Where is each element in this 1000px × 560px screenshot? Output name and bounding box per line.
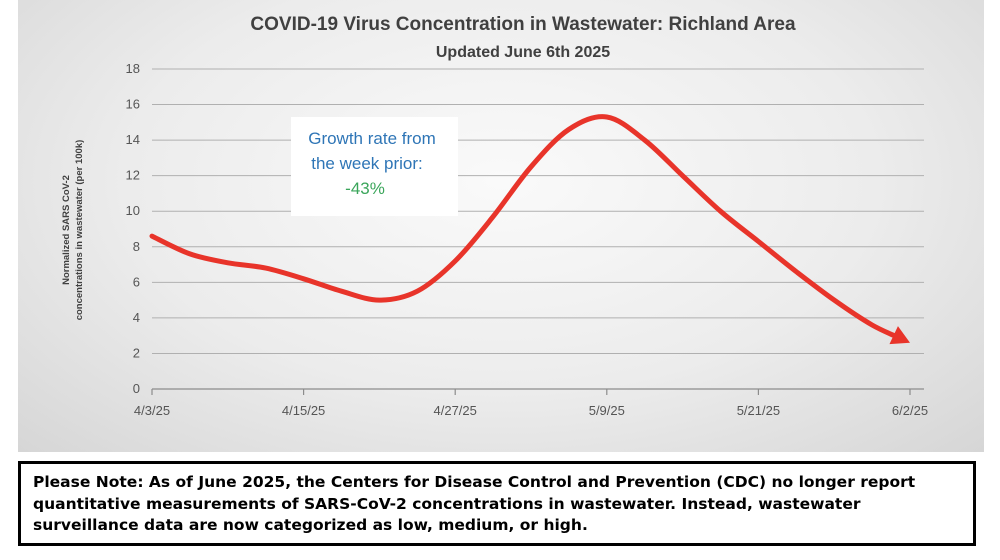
annotation-box (291, 117, 458, 216)
annotation-line-2: the week prior: (311, 154, 423, 173)
data-point-9 (491, 215, 495, 219)
y-tick-label-6: 6 (133, 274, 140, 289)
data-point-16 (756, 239, 760, 243)
series-layer (149, 114, 912, 345)
data-point-12 (605, 115, 609, 119)
data-point-7 (415, 289, 419, 293)
annotation-line-1: Growth rate from (308, 129, 436, 148)
y-tick-label-16: 16 (126, 97, 140, 112)
chart-title: COVID-19 Virus Concentration in Wastewat… (250, 14, 796, 35)
x-tick-label-4: 5/21/25 (737, 403, 780, 418)
data-point-10 (529, 165, 533, 169)
y-tick-label-18: 18 (126, 61, 140, 76)
data-point-2 (226, 261, 230, 265)
data-point-5 (340, 289, 344, 293)
x-tick-label-1: 4/15/25 (282, 403, 325, 418)
y-tick-label-2: 2 (133, 345, 140, 360)
series-arrowhead-0 (889, 326, 910, 345)
wastewater-line-chart: 0 2 4 6 8 10 12 14 16 18 4/3/25 4/15/25 4/27/25 5/9/… (61, 14, 928, 418)
chart-area: 0 2 4 6 8 10 12 14 16 18 4/3/25 4/15/25 4/27/25 5/9/… (18, 0, 984, 452)
x-tick-label-0: 4/3/25 (134, 403, 170, 418)
data-point-1 (188, 252, 192, 256)
cdc-note-box: Please Note: As of June 2025, the Center… (18, 461, 976, 546)
data-point-17 (794, 270, 798, 274)
y-axis-label-line-1: Normalized SARS CoV-2 (61, 175, 72, 285)
y-axis-label-line-2: concentrations in wastewater (per 100k) (74, 140, 85, 321)
cdc-note-text: Please Note: As of June 2025, the Center… (33, 473, 916, 534)
data-point-18 (832, 298, 836, 302)
growth-rate-annotation: Growth rate from the week prior: -43% (291, 117, 458, 216)
y-tick-label-0: 0 (133, 381, 140, 396)
y-axis-label: Normalized SARS CoV-2 concentrations in … (61, 140, 85, 321)
data-point-20 (908, 341, 912, 345)
y-tick-label-12: 12 (126, 168, 140, 183)
annotation-value: -43% (345, 179, 385, 198)
x-axis (151, 388, 924, 395)
data-point-14 (681, 174, 685, 178)
series-line-0 (149, 114, 903, 341)
y-tick-label-14: 14 (126, 132, 140, 147)
data-point-15 (719, 209, 723, 213)
data-point-4 (302, 277, 306, 281)
y-tick-label-8: 8 (133, 239, 140, 254)
x-tick-label-5: 6/2/25 (892, 403, 928, 418)
data-point-0 (150, 234, 154, 238)
y-tick-labels: 0 2 4 6 8 10 12 14 16 18 (126, 61, 140, 396)
gridlines (152, 68, 924, 354)
data-point-19 (870, 323, 874, 327)
data-point-3 (264, 266, 268, 270)
data-point-6 (377, 298, 381, 302)
data-point-11 (567, 127, 571, 131)
data-point-13 (643, 138, 647, 142)
data-point-8 (453, 259, 457, 263)
y-tick-label-4: 4 (133, 310, 140, 325)
chart-subtitle: Updated June 6th 2025 (436, 44, 610, 61)
x-tick-labels: 4/3/25 4/15/25 4/27/25 5/9/25 5/21/25 6/2/25 (134, 403, 928, 418)
x-tick-label-2: 4/27/25 (434, 403, 477, 418)
y-tick-label-10: 10 (126, 203, 140, 218)
x-tick-label-3: 5/9/25 (589, 403, 625, 418)
